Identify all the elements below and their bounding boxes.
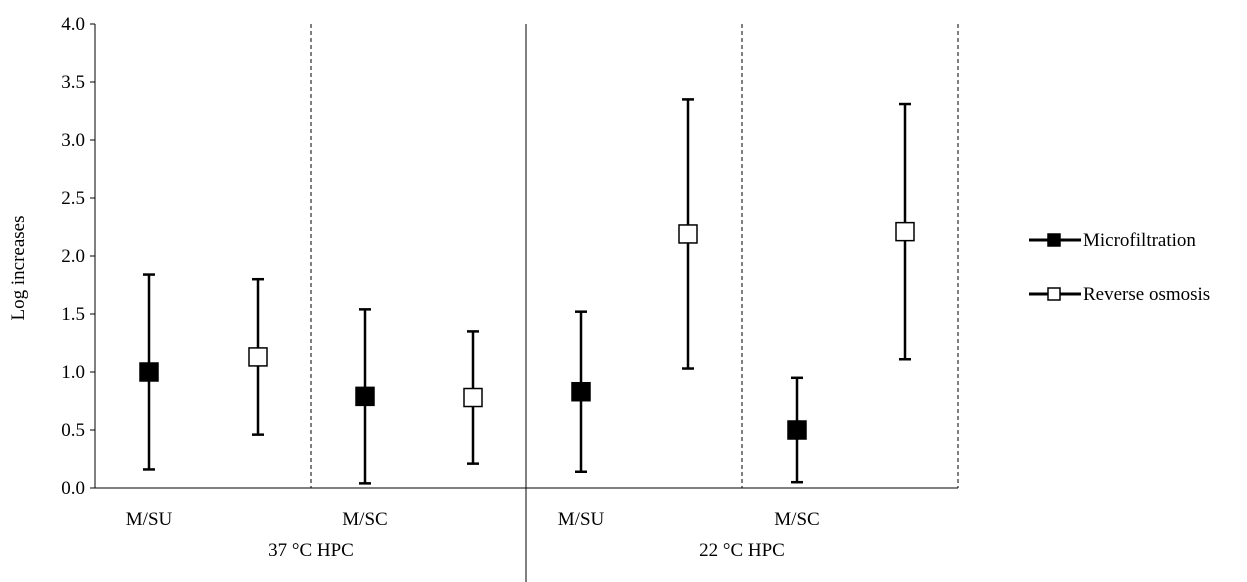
reverse-osmosis-point (248, 347, 268, 367)
group-label: 22 °C HPC (699, 540, 785, 561)
microfiltration-point (355, 386, 375, 407)
y-tick-label: 1.5 (61, 304, 85, 325)
group-label: 37 °C HPC (268, 540, 354, 561)
legend-marker-open (1047, 287, 1061, 301)
reverse-osmosis-point (463, 387, 483, 408)
y-tick-label: 1.0 (61, 362, 85, 383)
reverse-osmosis-point (678, 224, 698, 244)
y-tick-label: 2.5 (61, 188, 85, 209)
y-tick-label: 0.5 (61, 420, 85, 441)
y-tick-label: 0.0 (61, 478, 85, 499)
markers (139, 221, 915, 440)
y-tick-label: 4.0 (61, 14, 85, 35)
subgroup-label: M/SC (774, 509, 819, 530)
y-tick-label: 2.0 (61, 246, 85, 267)
microfiltration-point (139, 362, 159, 382)
legend-marker-filled (1047, 233, 1061, 247)
legend-label: Reverse osmosis (1083, 284, 1210, 305)
y-tick-label: 3.0 (61, 130, 85, 151)
y-ticks: 0.0 0.5 1.0 1.5 2.0 2.5 3.0 3.5 4.0 (61, 14, 95, 499)
group-dividers (310, 24, 959, 582)
y-axis-label: Log increases (8, 216, 29, 321)
x-labels: M/SU M/SC 37 °C HPC M/SU M/SC 22 °C HPC (126, 509, 820, 561)
subgroup-label: M/SU (126, 509, 173, 530)
y-tick-label: 3.5 (61, 72, 85, 93)
microfiltration-point (571, 381, 591, 402)
subgroup-label: M/SC (342, 509, 387, 530)
reverse-osmosis-point (895, 221, 915, 242)
legend: Microfiltration Reverse osmosis (1029, 230, 1210, 305)
microfiltration-point (787, 420, 807, 440)
subgroup-label: M/SU (558, 509, 605, 530)
legend-label: Microfiltration (1083, 230, 1196, 251)
